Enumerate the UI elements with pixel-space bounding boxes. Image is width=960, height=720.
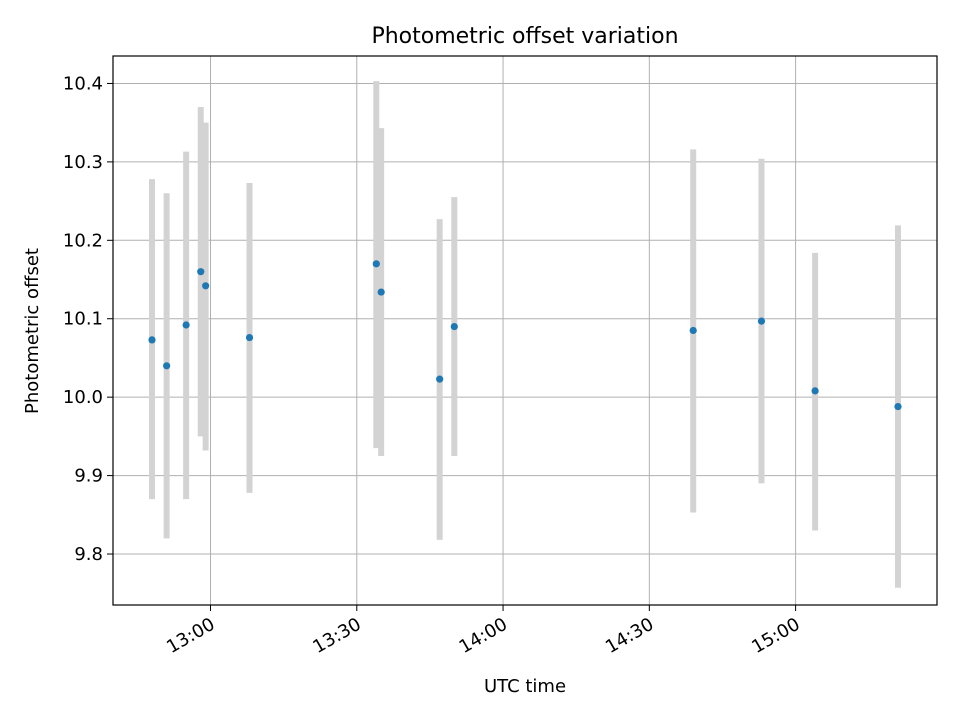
data-point — [757, 317, 766, 325]
x-tick-label: 13:30 — [309, 614, 364, 658]
chart-title: Photometric offset variation — [371, 24, 678, 49]
data-point — [202, 282, 210, 290]
x-tick-label: 15:00 — [748, 614, 803, 658]
y-tick-label: 10.1 — [63, 309, 103, 330]
data-point — [372, 260, 380, 268]
errorbar-layer — [149, 81, 901, 588]
plot-frame — [112, 55, 938, 606]
y-tick-label: 9.8 — [74, 544, 103, 565]
data-point — [894, 402, 902, 411]
data-point — [450, 322, 458, 331]
y-tick-label: 10.0 — [63, 387, 103, 408]
y-axis-label: Photometric offset — [22, 248, 43, 414]
y-tick-label: 10.4 — [63, 73, 103, 94]
y-tick-label: 9.9 — [74, 466, 103, 487]
x-tick-label: 13:00 — [163, 614, 218, 658]
data-point — [689, 326, 697, 335]
data-point — [811, 387, 819, 395]
y-tick-label: 10.2 — [63, 230, 103, 251]
x-tick-label: 14:00 — [456, 614, 511, 658]
data-point — [148, 336, 156, 344]
data-point — [377, 288, 385, 296]
data-point — [163, 362, 171, 370]
y-tick-label: 10.3 — [63, 152, 103, 173]
data-point — [182, 321, 190, 329]
x-axis-label: UTC time — [484, 676, 566, 697]
x-tick-label: 14:30 — [602, 614, 657, 658]
data-point — [245, 333, 254, 342]
data-point — [436, 375, 444, 383]
point-layer — [148, 260, 902, 411]
data-point — [197, 268, 205, 276]
